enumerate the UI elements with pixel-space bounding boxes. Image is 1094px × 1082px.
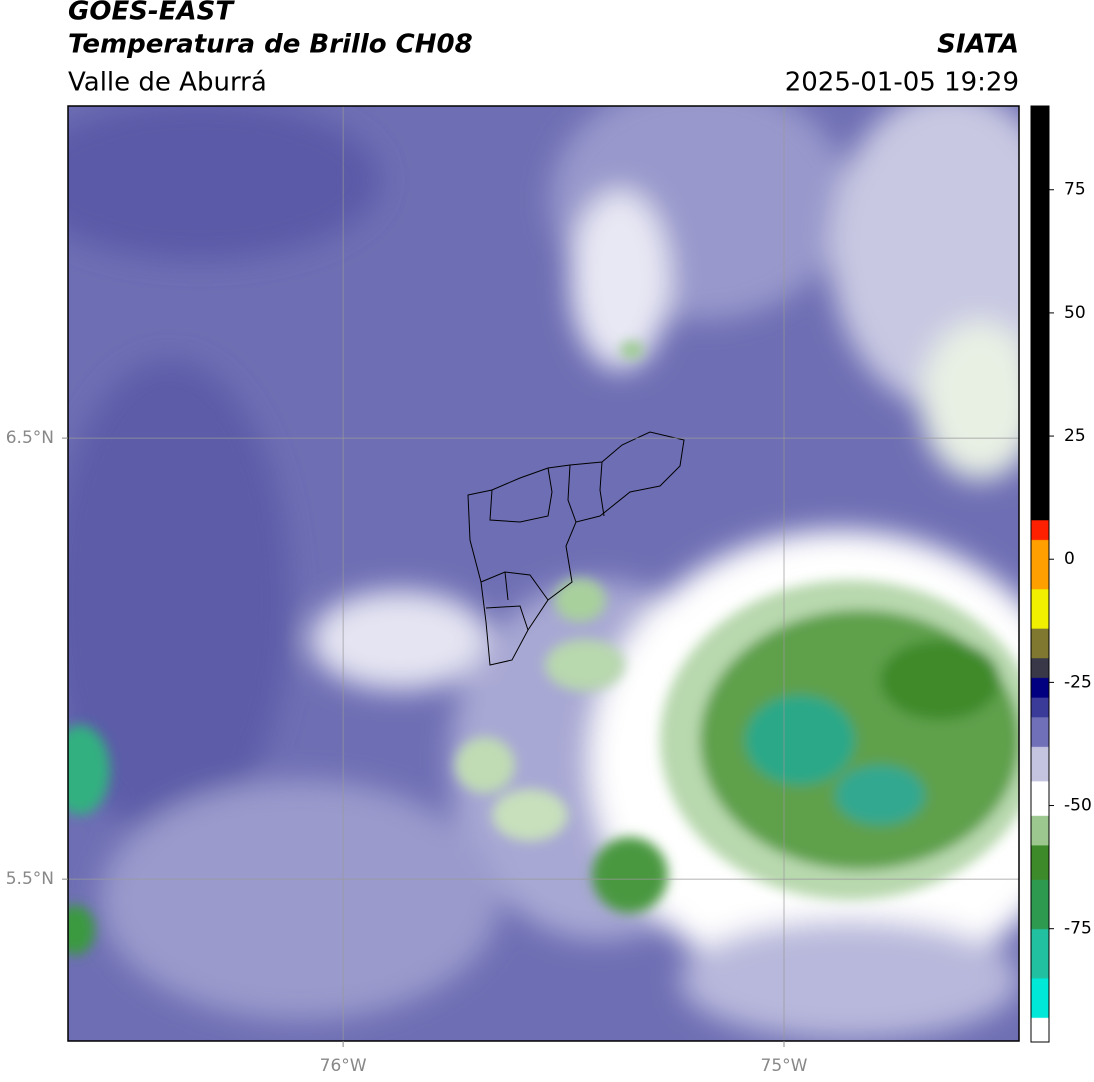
y-tick-label: 6.5°N — [6, 428, 54, 448]
colorbar-tick-label: -75 — [1064, 919, 1092, 939]
valle-de-aburra-outline — [467, 431, 685, 666]
title: GOES-EAST — [68, 0, 235, 27]
colorbar — [1030, 105, 1050, 1043]
grid — [68, 106, 1019, 1041]
colorbar-tick-label: -25 — [1064, 672, 1092, 692]
colorbar-tick-label: 50 — [1064, 303, 1086, 323]
colorbar-tick-label: -50 — [1064, 796, 1092, 816]
cold-tops — [68, 341, 1019, 955]
x-tick-label: 76°W — [320, 1056, 367, 1076]
colorbar-tick-label: 0 — [1064, 549, 1075, 569]
map-field — [68, 106, 1019, 1041]
region: Valle de Aburrá — [68, 68, 267, 98]
map-frame — [67, 105, 1020, 1042]
colorbar-tick-label: 25 — [1064, 426, 1086, 446]
timestamp: 2025-01-05 19:29 — [785, 68, 1019, 98]
x-tick-label: 75°W — [761, 1056, 808, 1076]
subtitle: Temperatura de Brillo CH08 — [68, 30, 473, 60]
source: SIATA — [937, 30, 1019, 60]
colorbar-tick-label: 75 — [1064, 180, 1086, 200]
y-tick-label: 5.5°N — [6, 869, 54, 889]
